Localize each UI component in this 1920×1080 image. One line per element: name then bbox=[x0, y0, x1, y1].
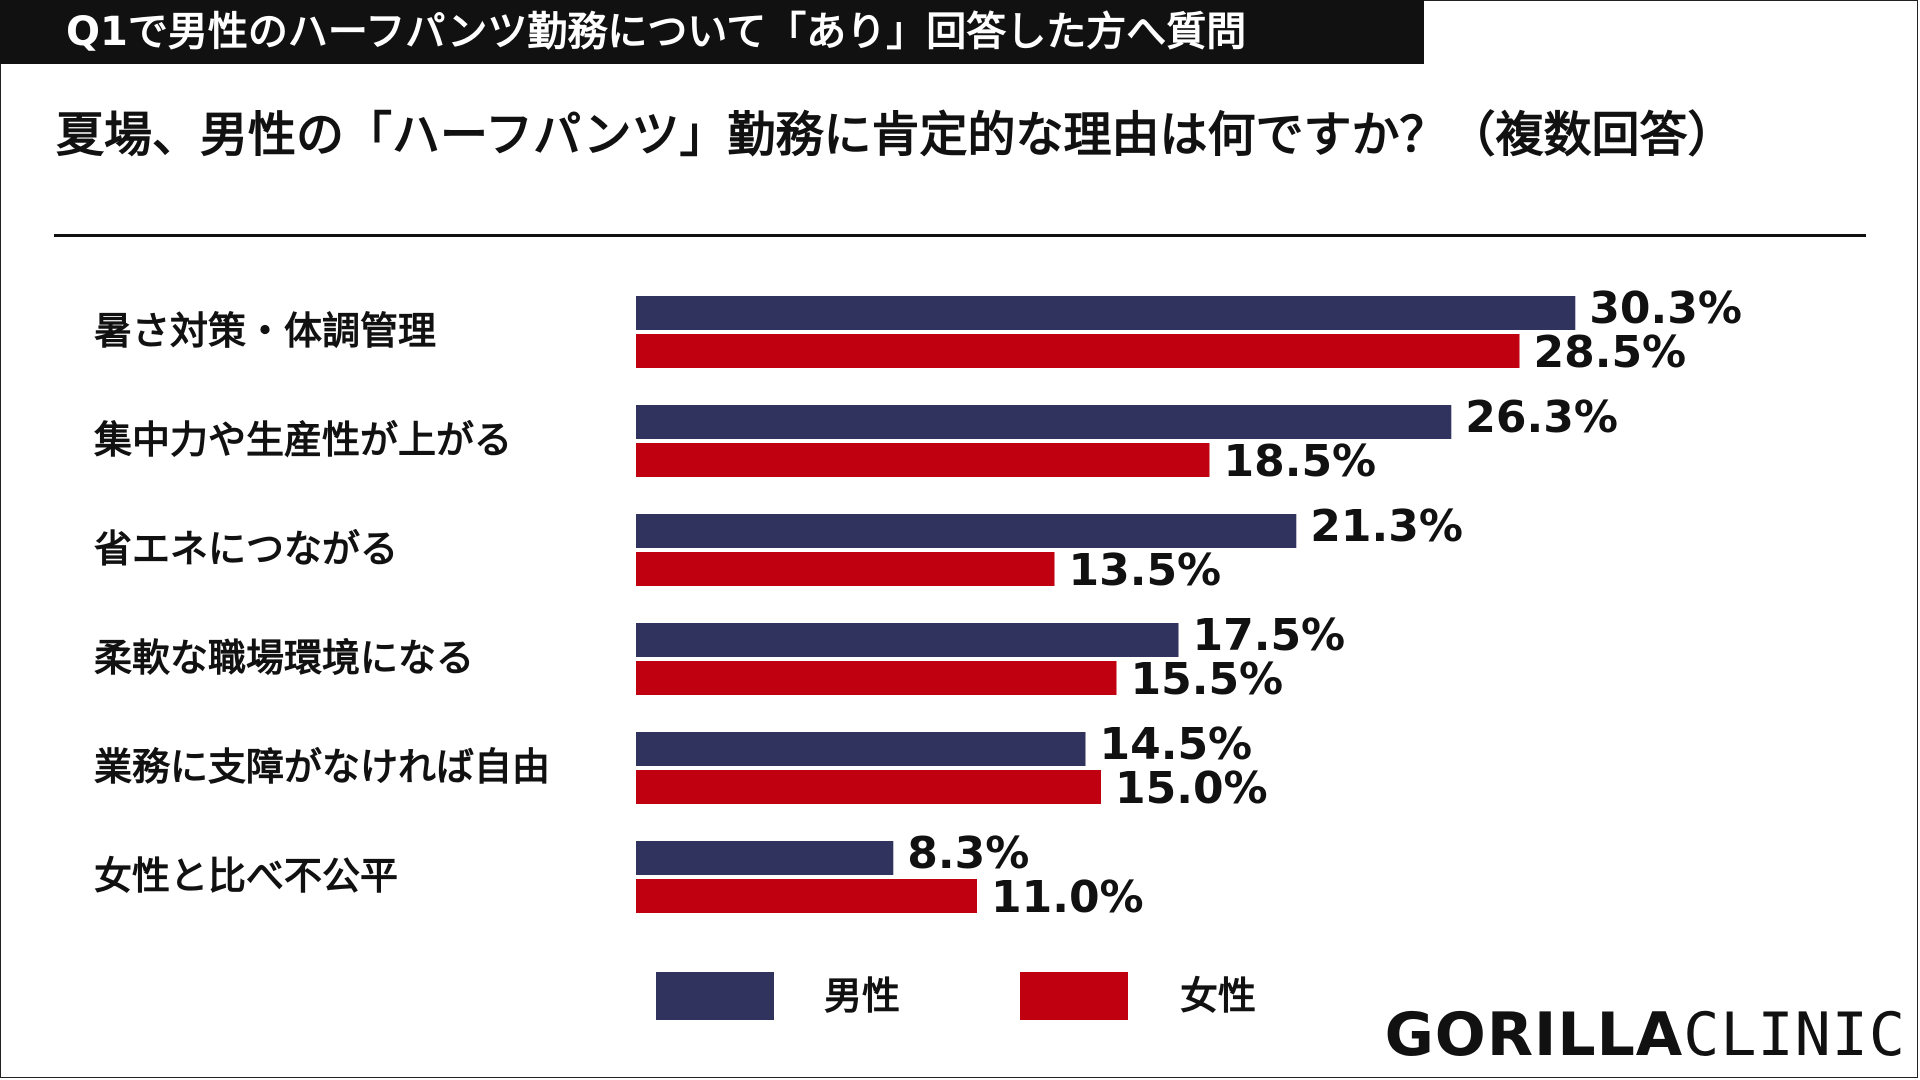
legend: 男性 女性 bbox=[0, 972, 1920, 1032]
category-label: 省エネにつながる bbox=[94, 527, 398, 571]
header-band-text: Q1で男性のハーフパンツ勤務について「あり」回答した方へ質問 bbox=[66, 9, 1247, 55]
bar-male bbox=[636, 732, 1086, 766]
value-label-female: 15.5% bbox=[1131, 654, 1284, 705]
category-label: 集中力や生産性が上がる bbox=[93, 418, 512, 462]
category-label: 柔軟な職場環境になる bbox=[94, 636, 474, 680]
bar-male bbox=[636, 841, 894, 875]
logo-part-gorilla: GORILLA bbox=[1384, 1000, 1684, 1070]
value-label-female: 11.0% bbox=[991, 872, 1144, 923]
value-label-male: 30.3% bbox=[1589, 283, 1742, 334]
bar-female bbox=[636, 334, 1520, 368]
legend-label-female: 女性 bbox=[1180, 974, 1257, 1018]
question-title: 夏場、男性の「ハーフパンツ」勤務に肯定的な理由は何ですか？（複数回答） bbox=[56, 107, 1736, 163]
value-label-male: 17.5% bbox=[1193, 610, 1346, 661]
bar-male bbox=[636, 296, 1576, 330]
value-label-male: 26.3% bbox=[1465, 392, 1618, 443]
value-label-female: 15.0% bbox=[1115, 763, 1268, 814]
value-label-female: 13.5% bbox=[1069, 545, 1222, 596]
category-label: 業務に支障がなければ自由 bbox=[94, 745, 550, 789]
bar-male bbox=[636, 405, 1452, 439]
value-label-female: 28.5% bbox=[1534, 327, 1687, 378]
bar-female bbox=[636, 770, 1101, 804]
legend-label-male: 男性 bbox=[824, 974, 901, 1018]
bar-female bbox=[636, 552, 1055, 586]
bar-male bbox=[636, 514, 1297, 548]
value-label-male: 21.3% bbox=[1310, 501, 1463, 552]
header-band: Q1で男性のハーフパンツ勤務について「あり」回答した方へ質問 bbox=[0, 0, 1424, 64]
gorilla-clinic-logo: GORILLACLINIC bbox=[1385, 1000, 1906, 1070]
divider-rule bbox=[54, 234, 1866, 237]
value-label-male: 14.5% bbox=[1100, 719, 1253, 770]
bar-female bbox=[636, 661, 1117, 695]
legend-swatch-male bbox=[656, 972, 774, 1020]
logo-part-clinic: CLINIC bbox=[1683, 1000, 1906, 1070]
bar-female bbox=[636, 443, 1210, 477]
category-label: 女性と比べ不公平 bbox=[94, 854, 398, 898]
bar-male bbox=[636, 623, 1179, 657]
value-label-male: 8.3% bbox=[907, 828, 1029, 879]
category-label: 暑さ対策・体調管理 bbox=[94, 309, 436, 353]
legend-swatch-female bbox=[1020, 972, 1128, 1020]
bar-female bbox=[636, 879, 977, 913]
bar-chart: 暑さ対策・体調管理 30.3%28.5% 集中力や生産性が上がる 26.3% 18.5%… bbox=[93, 283, 1742, 923]
value-label-female: 18.5% bbox=[1224, 436, 1377, 487]
